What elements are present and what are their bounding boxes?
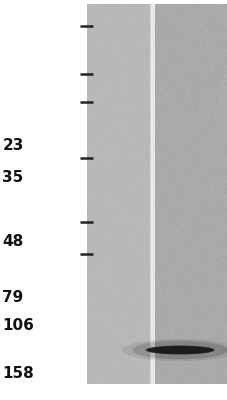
- Bar: [86, 4, 150, 384]
- Text: 106: 106: [2, 318, 34, 334]
- Bar: [150, 4, 154, 384]
- Ellipse shape: [132, 341, 227, 359]
- Text: 79: 79: [2, 290, 23, 306]
- Text: 158: 158: [2, 366, 34, 382]
- Bar: [154, 4, 227, 384]
- Ellipse shape: [121, 339, 227, 361]
- Text: 48: 48: [2, 234, 23, 250]
- Text: 35: 35: [2, 170, 23, 186]
- Ellipse shape: [145, 346, 213, 354]
- Text: 23: 23: [2, 138, 24, 154]
